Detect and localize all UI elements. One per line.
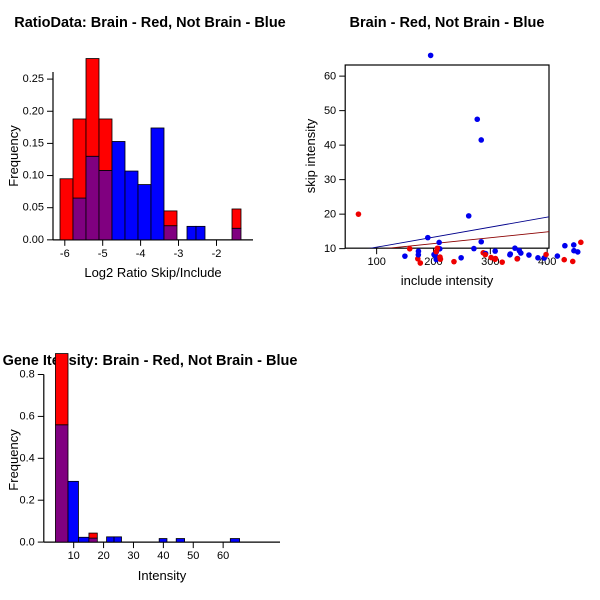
- svg-text:0.05: 0.05: [23, 202, 44, 214]
- svg-text:20: 20: [97, 550, 109, 562]
- svg-text:30: 30: [127, 550, 139, 562]
- svg-text:Frequency: Frequency: [6, 429, 21, 491]
- svg-text:30: 30: [324, 174, 336, 186]
- svg-text:40: 40: [157, 550, 169, 562]
- svg-text:Frequency: Frequency: [6, 125, 21, 187]
- svg-text:60: 60: [324, 71, 336, 83]
- svg-text:10: 10: [324, 243, 336, 255]
- svg-text:0.20: 0.20: [23, 105, 44, 117]
- svg-text:0.2: 0.2: [20, 494, 35, 506]
- svg-text:20: 20: [324, 209, 336, 221]
- svg-text:Log2 Ratio Skip/Include: Log2 Ratio Skip/Include: [84, 265, 221, 280]
- svg-text:0.0: 0.0: [20, 536, 35, 548]
- svg-text:-3: -3: [174, 248, 184, 260]
- svg-text:RatioData: Brain - Red, Not Br: RatioData: Brain - Red, Not Brain - Blue: [14, 15, 286, 31]
- svg-text:50: 50: [324, 105, 336, 117]
- svg-text:0.8: 0.8: [20, 369, 35, 381]
- svg-text:10: 10: [68, 550, 80, 562]
- svg-text:Intensity: Intensity: [138, 568, 187, 583]
- svg-text:40: 40: [324, 140, 336, 152]
- svg-text:-6: -6: [60, 248, 70, 260]
- svg-text:0.25: 0.25: [23, 73, 44, 85]
- svg-text:skip intensity: skip intensity: [303, 118, 318, 193]
- svg-text:-4: -4: [136, 248, 146, 260]
- svg-text:-2: -2: [212, 248, 222, 260]
- svg-text:Brain - Red, Not Brain - Blue: Brain - Red, Not Brain - Blue: [350, 15, 545, 31]
- svg-text:-5: -5: [98, 248, 108, 260]
- svg-text:50: 50: [187, 550, 199, 562]
- svg-text:0.6: 0.6: [20, 411, 35, 423]
- svg-text:0.4: 0.4: [20, 453, 35, 465]
- svg-text:0.15: 0.15: [23, 137, 44, 149]
- svg-text:100: 100: [367, 256, 385, 268]
- svg-text:0.00: 0.00: [23, 234, 44, 246]
- svg-text:0.10: 0.10: [23, 170, 44, 182]
- svg-text:60: 60: [217, 550, 229, 562]
- svg-text:include intensity: include intensity: [401, 273, 494, 288]
- svg-text:Gene Itensity: Brain - Red, No: Gene Itensity: Brain - Red, Not Brain - …: [3, 353, 298, 369]
